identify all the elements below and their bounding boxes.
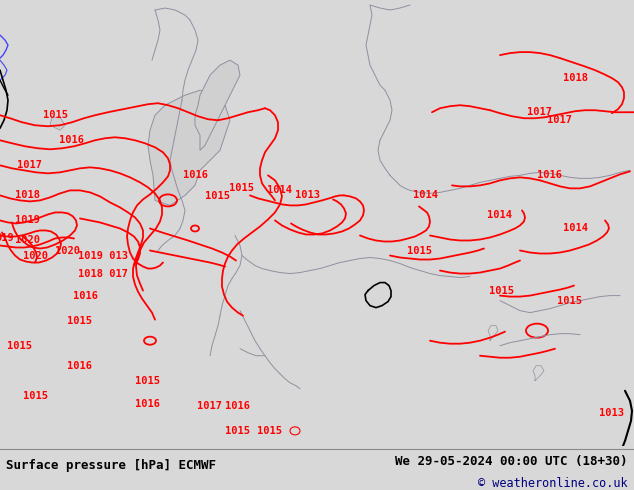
Text: We 29-05-2024 00:00 UTC (18+30): We 29-05-2024 00:00 UTC (18+30) [395, 455, 628, 468]
Text: 1017: 1017 [527, 107, 552, 117]
Text: 1014: 1014 [268, 185, 292, 196]
Text: 1016: 1016 [538, 171, 562, 180]
Text: 1014: 1014 [413, 191, 437, 200]
Text: 1013: 1013 [295, 191, 321, 200]
Text: 1014: 1014 [562, 223, 588, 233]
Text: 1016: 1016 [224, 401, 250, 411]
Text: 1017: 1017 [198, 401, 223, 411]
Text: 1020: 1020 [15, 236, 41, 245]
Text: 1014: 1014 [488, 210, 512, 221]
Text: 1015: 1015 [22, 391, 48, 401]
Text: Surface pressure [hPa] ECMWF: Surface pressure [hPa] ECMWF [6, 459, 216, 472]
Text: 1016: 1016 [60, 135, 84, 145]
Text: © weatheronline.co.uk: © weatheronline.co.uk [478, 477, 628, 490]
Text: 1015: 1015 [557, 295, 583, 306]
Text: 1015: 1015 [257, 426, 283, 436]
Text: 1015: 1015 [136, 376, 160, 386]
Text: 1015: 1015 [489, 286, 515, 295]
Text: 1018: 1018 [562, 73, 588, 83]
Text: 1015: 1015 [224, 426, 250, 436]
Text: 1019 013: 1019 013 [78, 250, 128, 261]
Text: 1015: 1015 [67, 316, 93, 326]
Text: 1015: 1015 [205, 192, 230, 201]
Text: 1016: 1016 [183, 171, 207, 180]
Polygon shape [50, 117, 65, 130]
Text: 1017: 1017 [18, 160, 42, 171]
Text: 1016: 1016 [72, 291, 98, 300]
Text: 1015: 1015 [42, 110, 67, 120]
Text: 1013: 1013 [600, 408, 624, 418]
Text: 1016: 1016 [136, 399, 160, 409]
Text: 1020: 1020 [22, 250, 48, 261]
Text: 1015: 1015 [230, 183, 254, 194]
Polygon shape [195, 60, 240, 150]
Polygon shape [148, 90, 230, 205]
Text: 019: 019 [0, 233, 15, 244]
Text: 1017: 1017 [548, 115, 573, 125]
Text: 1018 017: 1018 017 [78, 269, 128, 278]
Text: 1016: 1016 [67, 361, 93, 371]
Text: 1018: 1018 [15, 191, 41, 200]
Text: 1015: 1015 [408, 245, 432, 255]
Text: 1015: 1015 [8, 341, 32, 351]
Text: 1020: 1020 [56, 245, 81, 255]
Text: 1019: 1019 [15, 216, 41, 225]
